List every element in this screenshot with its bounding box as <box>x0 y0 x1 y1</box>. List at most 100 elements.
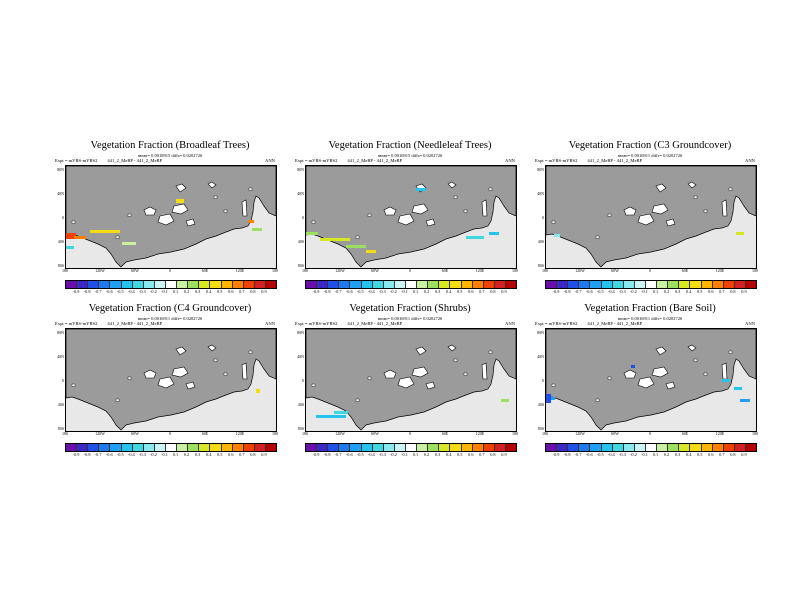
y-tick-label: 80S <box>537 263 544 268</box>
data-cell <box>74 236 86 239</box>
colorbar-segment <box>590 444 602 451</box>
panel-stats: mean= 0.0018915 diffs= 0.0202726 <box>137 153 203 158</box>
data-cell <box>334 411 348 414</box>
model-label: 441_2_MeBP - 441_2_MeBP <box>107 321 163 326</box>
island-shape <box>425 218 436 227</box>
colorbar-segment <box>328 281 340 288</box>
model-label: 441_2_MeBP - 441_2_MeBP <box>587 321 643 326</box>
x-tick-label: 120E <box>715 268 725 273</box>
colorbar-tick-label: -0.2 <box>630 452 637 457</box>
colorbar-segment <box>701 281 713 288</box>
colorbar-segment <box>254 281 266 288</box>
y-tick-label: 80S <box>57 263 64 268</box>
island-shape <box>655 346 667 356</box>
panel-title: Vegetation Fraction (Needleleaf Trees) <box>328 140 492 151</box>
colorbar-tick-label: -0.3 <box>618 452 626 457</box>
data-cell <box>252 228 262 231</box>
colorbar-tick-label: -0.4 <box>607 452 615 457</box>
island-shape <box>241 199 248 217</box>
colorbar-tick-label: -0.4 <box>367 289 375 294</box>
colorbar-segment <box>210 281 222 288</box>
small-island <box>71 383 76 387</box>
colorbar-segment <box>612 281 624 288</box>
colorbar-segment <box>657 444 669 451</box>
colorbar-segment <box>450 444 462 451</box>
panel-expt: Expt = mYRS-mYRS2 441_2_MeBP - 441_2_MeBP <box>55 158 162 163</box>
colorbar-tick-label: 0.7 <box>719 289 725 294</box>
colorbar-tick-label: 0.2 <box>663 452 670 457</box>
colorbar-tick-label: -0.1 <box>641 452 648 457</box>
y-tick-label: 40N <box>537 354 544 359</box>
data-cell <box>416 188 426 191</box>
x-tick-label: 180 <box>542 268 548 273</box>
data-cell <box>176 199 184 203</box>
colorbar-segment <box>494 444 506 451</box>
small-island <box>355 235 360 239</box>
data-cell <box>366 250 376 253</box>
colorbar-tick-label: 0.9 <box>261 289 267 294</box>
island-shape <box>651 203 669 215</box>
small-island <box>703 372 708 376</box>
colorbar-tick-label: 0.8 <box>250 452 256 457</box>
island-shape <box>447 344 457 352</box>
colorbar-segment <box>723 444 735 451</box>
small-island <box>703 209 708 213</box>
y-tick-label: 0 <box>302 215 304 220</box>
colorbar-segment <box>317 281 329 288</box>
colorbar-tick-label: 0.4 <box>205 289 212 294</box>
panel-expt: Expt = mYRS-mYRS2 441_2_MeBP - 441_2_MeBP <box>535 321 642 326</box>
colorbar-tick-label: -0.7 <box>574 289 582 294</box>
y-tick-label: 80N <box>537 330 544 335</box>
colorbar-segment <box>505 444 517 451</box>
data-cell <box>736 232 744 235</box>
small-island <box>127 376 132 380</box>
small-island <box>213 358 218 362</box>
x-tick-label: 180 <box>752 268 758 273</box>
colorbar-segment <box>306 444 318 451</box>
panel-title: Vegetation Fraction (C3 Groundcover) <box>568 140 732 151</box>
y-tick-label: 0 <box>302 378 304 383</box>
colorbar-tick-label: -0.4 <box>127 289 135 294</box>
colorbar-segment <box>634 281 646 288</box>
x-tick-label: 60W <box>131 268 139 273</box>
colorbar-tick-label: -0.2 <box>390 289 397 294</box>
colorbar-segment <box>712 281 724 288</box>
colorbar-tick-label: -0.4 <box>607 289 615 294</box>
panel-season: ANN <box>505 158 515 163</box>
small-island <box>115 398 120 402</box>
colorbar-tick-label: -0.8 <box>83 289 91 294</box>
island-shape <box>651 366 669 378</box>
colorbar-segment <box>221 444 233 451</box>
colorbar-segment <box>461 281 473 288</box>
small-island <box>248 187 253 191</box>
data-cell <box>316 415 346 418</box>
colorbar-segment <box>243 281 255 288</box>
colorbar-segment <box>657 281 669 288</box>
island-shape <box>383 369 397 379</box>
island-shape <box>655 183 667 193</box>
colorbar-tick-label: 0.9 <box>261 452 267 457</box>
colorbar-segment <box>188 281 200 288</box>
colorbar-segment <box>232 444 244 451</box>
colorbar-tick-label: 0.3 <box>194 452 201 457</box>
colorbar-segment <box>383 444 395 451</box>
colorbar-tick-label: 0.9 <box>741 289 747 294</box>
colorbar-segment <box>568 444 580 451</box>
colorbar <box>65 280 277 289</box>
x-tick-label: 0 <box>169 268 171 273</box>
small-island <box>367 376 372 380</box>
colorbar-segment <box>199 444 211 451</box>
data-cell <box>346 245 366 248</box>
colorbar-tick-label: -0.8 <box>83 452 91 457</box>
colorbar-tick-label: 0.1 <box>172 289 179 294</box>
data-cell <box>501 399 509 402</box>
island-shape <box>623 369 637 379</box>
colorbar-segment <box>88 444 100 451</box>
y-tick-label: 80N <box>297 167 304 172</box>
colorbar-tick-label: 0.6 <box>228 289 234 294</box>
model-label: 441_2_MeBP - 441_2_MeBP <box>587 158 643 163</box>
data-cell <box>306 232 318 235</box>
colorbar-segment <box>372 444 384 451</box>
colorbar-segment <box>734 281 746 288</box>
colorbar-tick-label: 0.5 <box>217 289 223 294</box>
